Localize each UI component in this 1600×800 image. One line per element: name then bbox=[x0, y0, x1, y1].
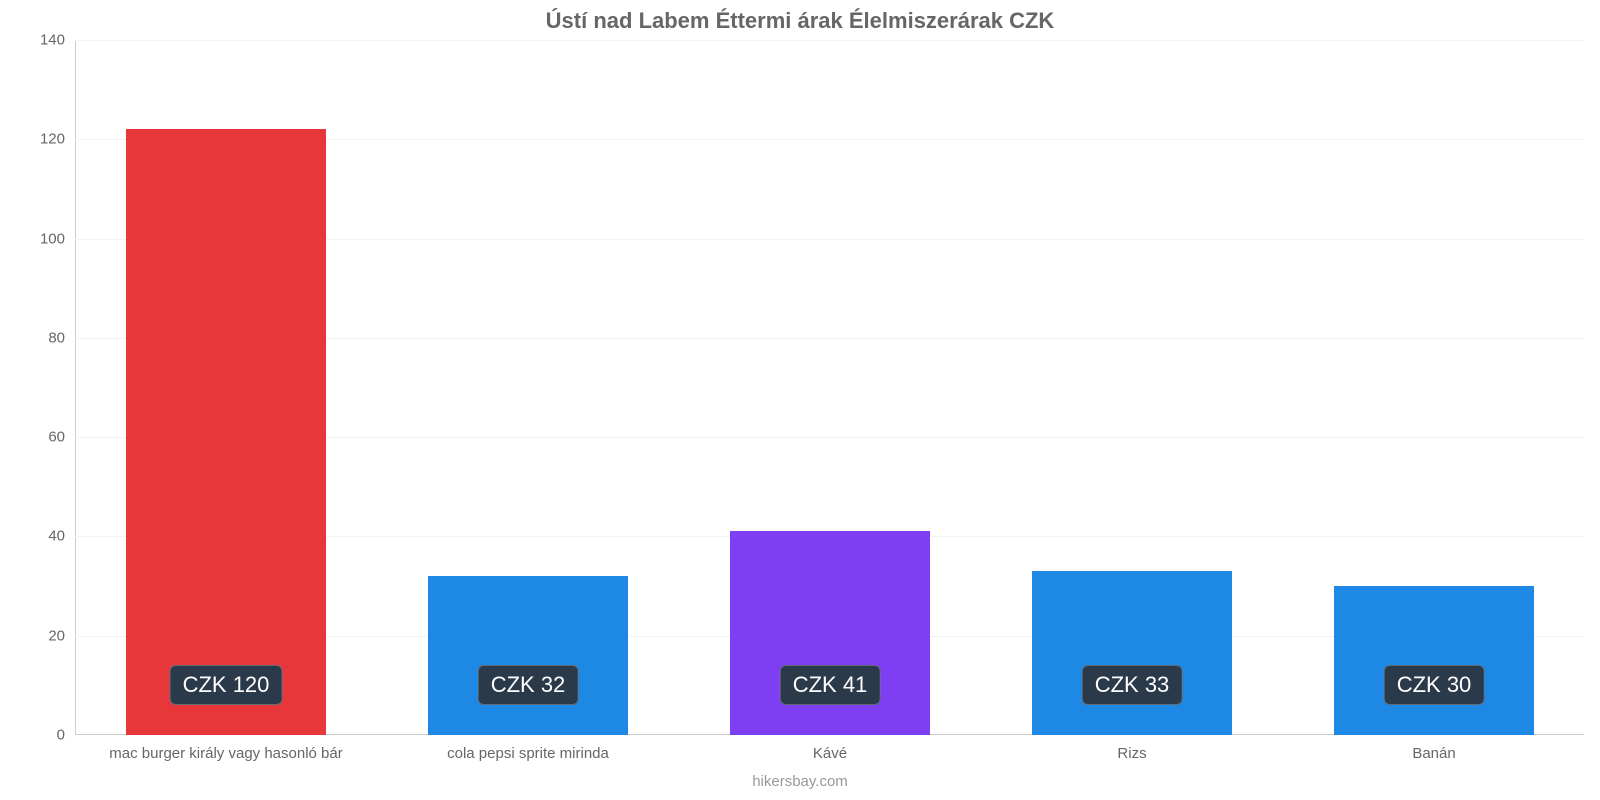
y-tick-label: 60 bbox=[48, 429, 75, 446]
y-tick-label: 0 bbox=[57, 727, 75, 744]
y-tick-label: 80 bbox=[48, 329, 75, 346]
bar bbox=[1334, 586, 1533, 735]
bar-value-label: CZK 33 bbox=[1082, 665, 1183, 705]
bar-value-label: CZK 32 bbox=[478, 665, 579, 705]
y-tick-label: 120 bbox=[40, 131, 75, 148]
x-tick-label: Banán bbox=[1412, 735, 1455, 762]
y-tick-label: 140 bbox=[40, 32, 75, 49]
chart-footer: hikersbay.com bbox=[0, 773, 1600, 790]
x-tick-label: Rizs bbox=[1117, 735, 1146, 762]
bar bbox=[126, 129, 325, 735]
bar bbox=[428, 576, 627, 735]
y-tick-label: 20 bbox=[48, 627, 75, 644]
bar-value-label: CZK 120 bbox=[170, 665, 283, 705]
chart-container: Ústí nad Labem Éttermi árak Élelmiszerár… bbox=[0, 0, 1600, 800]
chart-title: Ústí nad Labem Éttermi árak Élelmiszerár… bbox=[0, 8, 1600, 34]
bar bbox=[1032, 571, 1231, 735]
y-tick-label: 40 bbox=[48, 528, 75, 545]
x-tick-label: mac burger király vagy hasonló bár bbox=[109, 735, 342, 762]
bar-value-label: CZK 30 bbox=[1384, 665, 1485, 705]
bar-value-label: CZK 41 bbox=[780, 665, 881, 705]
gridline bbox=[75, 40, 1584, 41]
y-tick-label: 100 bbox=[40, 230, 75, 247]
y-axis bbox=[75, 40, 76, 735]
plot-area: 020406080100120140CZK 120mac burger kirá… bbox=[74, 40, 1584, 735]
x-tick-label: cola pepsi sprite mirinda bbox=[447, 735, 609, 762]
x-tick-label: Kávé bbox=[813, 735, 847, 762]
